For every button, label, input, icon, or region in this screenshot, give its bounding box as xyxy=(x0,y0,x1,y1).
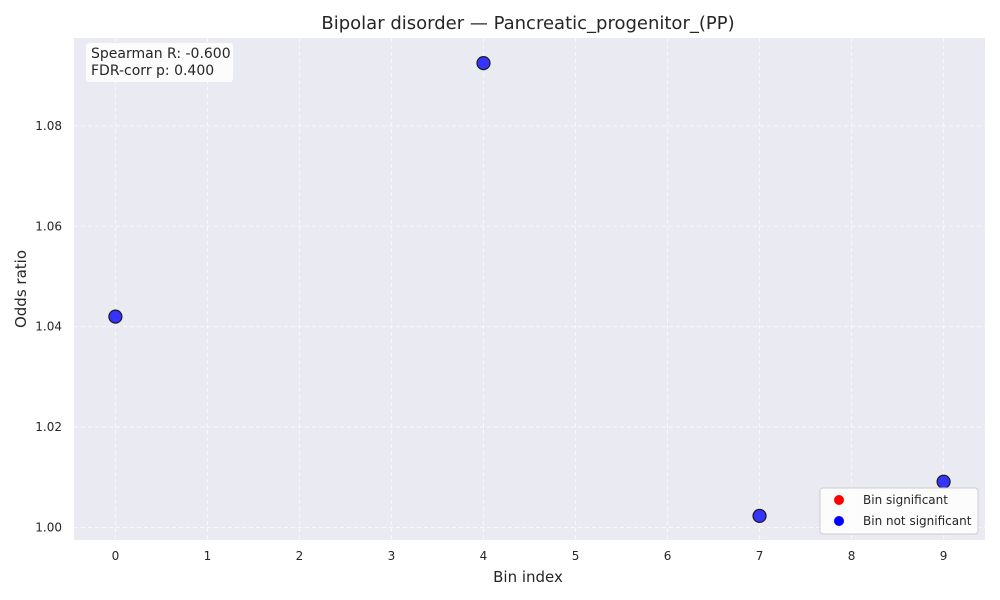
legend-marker-significant xyxy=(834,495,844,505)
x-axis-label: Bin index xyxy=(493,568,563,586)
data-point xyxy=(752,508,767,524)
stats-annotation-box xyxy=(86,43,233,82)
y-axis-ticks: 1.00 1.02 1.04 1.06 1.08 xyxy=(35,119,62,535)
data-point xyxy=(476,55,491,71)
y-tick-label: 1.04 xyxy=(35,320,62,334)
fdr-p-text: FDR-corr p: 0.400 xyxy=(91,63,214,79)
x-tick-label: 1 xyxy=(204,549,212,563)
x-tick-label: 2 xyxy=(296,549,304,563)
x-tick-label: 4 xyxy=(480,549,488,563)
plot-area xyxy=(74,38,985,540)
x-tick-label: 7 xyxy=(756,549,764,563)
x-tick-label: 6 xyxy=(664,549,672,563)
legend-label-not-significant: Bin not significant xyxy=(863,514,972,528)
stats-annotation: Spearman R: -0.600 FDR-corr p: 0.400 xyxy=(86,43,233,82)
spearman-text: Spearman R: -0.600 xyxy=(91,46,231,62)
legend-box xyxy=(819,487,979,535)
legend-label-significant: Bin significant xyxy=(863,493,948,507)
x-tick-label: 5 xyxy=(572,549,580,563)
y-tick-label: 1.02 xyxy=(35,420,62,434)
legend: Bin significant Bin not significant xyxy=(819,487,979,535)
x-tick-label: 8 xyxy=(848,549,856,563)
data-points xyxy=(108,55,951,524)
x-tick-label: 3 xyxy=(388,549,396,563)
data-point xyxy=(108,309,123,324)
y-axis-label: Odds ratio xyxy=(12,250,30,328)
legend-marker-not-significant xyxy=(834,516,844,526)
chart-title: Bipolar disorder — Pancreatic_progenitor… xyxy=(321,13,734,34)
y-tick-label: 1.08 xyxy=(35,119,62,133)
x-tick-label: 0 xyxy=(112,549,120,563)
y-tick-label: 1.00 xyxy=(35,520,62,534)
x-tick-label: 9 xyxy=(940,549,948,563)
x-axis-ticks: 0 1 2 3 4 5 6 7 8 9 xyxy=(112,549,948,563)
y-tick-label: 1.06 xyxy=(35,219,62,233)
data-point xyxy=(936,474,951,489)
